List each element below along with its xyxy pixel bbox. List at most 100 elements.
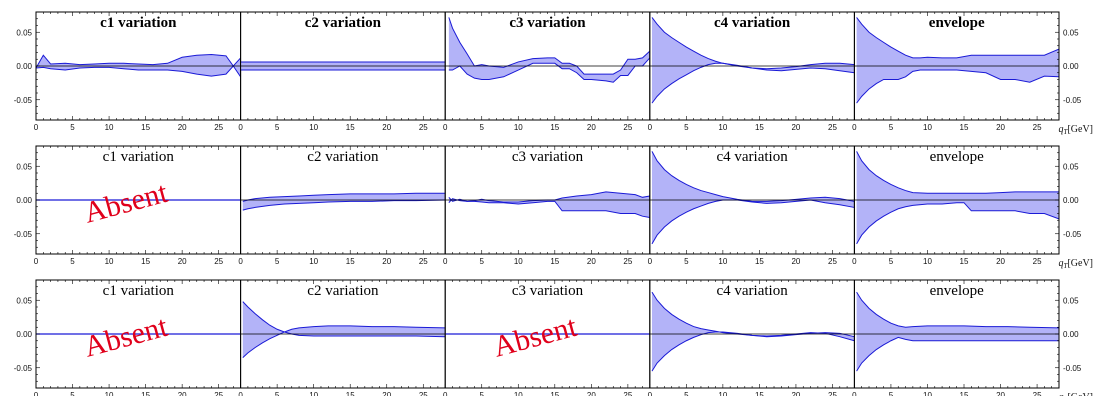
chart-row-2: 0 5 10 15 20 25 -0.05 0.00 0.05 c1 variation Absen… xyxy=(14,145,1093,270)
band-upper-edge xyxy=(856,151,1059,194)
uncertainty-band xyxy=(651,292,855,372)
panel-r1-c3-variation: 0 5 10 15 20 25 c3 variation xyxy=(443,11,651,132)
uncertainty-band xyxy=(242,301,446,358)
y-tick-label: 0.05 xyxy=(16,162,32,171)
panel-title: envelope xyxy=(930,283,984,299)
x-tick-label: 5 xyxy=(889,123,894,132)
x-tick-label: 10 xyxy=(309,391,318,396)
x-tick-label: 0 xyxy=(34,123,39,132)
x-tick-label: 10 xyxy=(105,391,114,396)
x-tick-label: 10 xyxy=(309,257,318,266)
y-tick-label: -0.05 xyxy=(1063,96,1082,105)
x-tick-label: 10 xyxy=(923,391,932,396)
panel-title: c3 variation xyxy=(512,149,584,165)
y-tick-label: -0.05 xyxy=(1063,230,1082,239)
x-tick-label: 20 xyxy=(587,391,596,396)
y-tick-label: -0.05 xyxy=(14,364,33,373)
x-tick-label: 0 xyxy=(238,391,243,396)
y-tick-label: -0.05 xyxy=(14,230,33,239)
x-tick-label: 5 xyxy=(275,123,280,132)
x-tick-label: 15 xyxy=(141,391,150,396)
x-tick-label: 25 xyxy=(419,257,428,266)
band-upper-edge xyxy=(651,151,855,202)
y-tick-label: 0.05 xyxy=(1063,162,1079,171)
panel-r2-c4-variation: 0 5 10 15 20 25 c4 variation xyxy=(648,145,855,266)
band-lower-edge xyxy=(242,325,446,358)
panel-title: c2 variation xyxy=(307,283,379,299)
panel-title: c3 variation xyxy=(512,283,584,299)
x-tick-label: 0 xyxy=(852,123,857,132)
x-tick-label: 25 xyxy=(828,123,837,132)
y-tick-label: 0.05 xyxy=(1063,28,1079,37)
x-tick-label: 20 xyxy=(996,123,1005,132)
x-axis-unit-label: qT[GeV] xyxy=(1059,392,1093,396)
x-tick-label: 5 xyxy=(480,257,485,266)
panel-title: c4 variation xyxy=(716,149,788,165)
x-tick-label: 5 xyxy=(480,391,485,396)
panel-r2-envelope: 0 5 10 15 20 25 -0.05 0.00 0.05 envelope xyxy=(852,145,1082,266)
x-tick-label: 25 xyxy=(214,391,223,396)
y-tick-label: 0.00 xyxy=(16,62,32,71)
panel-title: envelope xyxy=(929,15,985,31)
panel-title: c1 variation xyxy=(103,283,175,299)
x-tick-label: 5 xyxy=(70,391,75,396)
x-tick-label: 0 xyxy=(648,123,653,132)
panel-r3-c4-variation: 0 5 10 15 20 25 c4 variation xyxy=(648,279,855,396)
band-lower-edge xyxy=(242,199,446,211)
x-tick-label: 15 xyxy=(141,123,150,132)
x-tick-label: 20 xyxy=(996,391,1005,396)
uncertainty-band xyxy=(448,191,650,218)
y-tick-label: 0.00 xyxy=(1063,62,1079,71)
x-tick-label: 0 xyxy=(648,391,653,396)
x-tick-label: 15 xyxy=(346,257,355,266)
x-tick-label: 20 xyxy=(382,391,391,396)
uncertainty-band xyxy=(651,17,855,104)
x-tick-label: 25 xyxy=(828,391,837,396)
x-tick-label: 0 xyxy=(648,257,653,266)
x-tick-label: 15 xyxy=(960,391,969,396)
x-tick-label: 10 xyxy=(923,257,932,266)
panel-title: c1 variation xyxy=(100,15,177,31)
panel-title: c4 variation xyxy=(714,15,791,31)
absent-label: Absent xyxy=(490,310,581,364)
x-tick-label: 10 xyxy=(309,123,318,132)
x-tick-label: 10 xyxy=(105,123,114,132)
x-tick-label: 15 xyxy=(550,257,559,266)
x-tick-label: 0 xyxy=(852,391,857,396)
band-lower-edge xyxy=(36,65,241,78)
panel-r1-c1-variation: 0 5 10 15 20 25 -0.05 0.00 0.05 c1 variation xyxy=(14,11,242,132)
x-tick-label: 15 xyxy=(550,391,559,396)
band-upper-edge xyxy=(448,17,650,75)
x-tick-label: 15 xyxy=(550,123,559,132)
x-tick-label: 25 xyxy=(1033,391,1042,396)
y-tick-label: -0.05 xyxy=(14,96,33,105)
x-tick-label: 20 xyxy=(791,123,800,132)
x-tick-label: 10 xyxy=(514,123,523,132)
x-tick-label: 20 xyxy=(178,123,187,132)
x-tick-label: 0 xyxy=(443,257,448,266)
panel-r1-c2-variation: 0 5 10 15 20 25 c2 variation xyxy=(238,11,446,132)
x-tick-label: 25 xyxy=(1033,123,1042,132)
band-lower-edge xyxy=(651,331,855,372)
x-tick-label: 5 xyxy=(684,123,689,132)
x-tick-label: 0 xyxy=(443,391,448,396)
panel-r2-c3-variation: 0 5 10 15 20 25 c3 variation xyxy=(443,145,651,266)
panel-r2-c1-variation: 0 5 10 15 20 25 -0.05 0.00 0.05 c1 variation Absen… xyxy=(14,145,242,266)
y-tick-label: 0.05 xyxy=(1063,296,1079,305)
x-tick-label: 20 xyxy=(587,257,596,266)
x-tick-label: 15 xyxy=(141,257,150,266)
x-tick-label: 25 xyxy=(1033,257,1042,266)
band-lower-edge xyxy=(856,202,1060,245)
panel-title: c1 variation xyxy=(103,149,175,165)
x-tick-label: 10 xyxy=(514,391,523,396)
y-tick-label: 0.00 xyxy=(16,330,32,339)
band-lower-edge xyxy=(856,69,1060,104)
x-axis-unit-label: qT[GeV] xyxy=(1059,124,1093,136)
x-tick-label: 20 xyxy=(382,123,391,132)
x-tick-label: 15 xyxy=(960,123,969,132)
band-lower-edge xyxy=(856,336,1059,372)
x-axis-unit-label: qT[GeV] xyxy=(1059,258,1093,270)
x-tick-label: 15 xyxy=(346,391,355,396)
y-tick-label: 0.05 xyxy=(16,28,32,37)
